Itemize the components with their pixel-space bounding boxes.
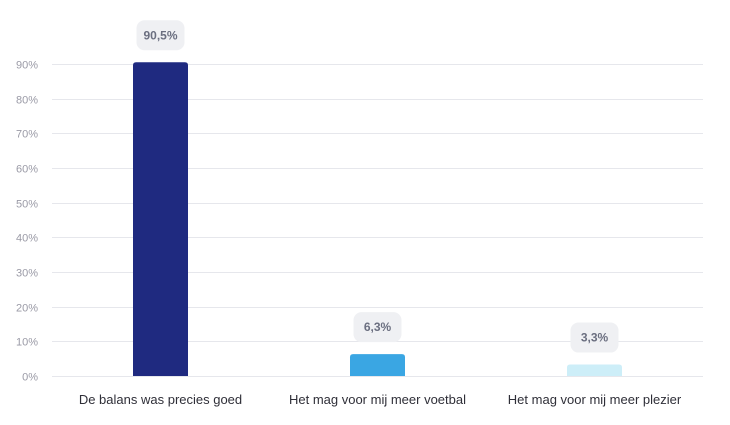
y-tick-label: 50% [16,199,38,211]
data-label: 3,3% [570,322,619,353]
y-tick-label: 90% [16,60,38,72]
y-tick-label: 80% [16,95,38,107]
data-label-background [570,322,619,353]
y-tick-label: 70% [16,129,38,141]
data-label-background [353,312,402,343]
y-tick-label: 30% [16,268,38,280]
x-category-label: De balans was precies goed [79,392,242,407]
data-label: 90,5% [136,20,185,51]
data-label: 6,3% [353,312,402,343]
bar[interactable] [567,364,622,376]
data-label-background [136,20,185,51]
data-label-text: 6,3% [364,320,392,334]
y-axis-tick-labels: 0% 10% 20% 30% 40% 50% 60% 70% 80% 90% [16,60,38,384]
y-tick-label: 60% [16,164,38,176]
x-category-label: Het mag voor mij meer plezier [508,392,682,407]
bars [133,62,622,377]
x-axis-category-labels: De balans was precies goed Het mag voor m… [79,392,682,407]
y-tick-label: 40% [16,233,38,245]
y-tick-label: 10% [16,337,38,349]
y-tick-label: 0% [22,372,38,384]
data-label-text: 3,3% [581,331,609,345]
y-tick-label: 20% [16,303,38,315]
data-label-text: 90,5% [143,28,177,42]
bar[interactable] [350,354,405,376]
data-labels: 90,5% 6,3% 3,3% [136,20,619,353]
bar[interactable] [133,62,188,377]
x-category-label: Het mag voor mij meer voetbal [289,392,466,407]
